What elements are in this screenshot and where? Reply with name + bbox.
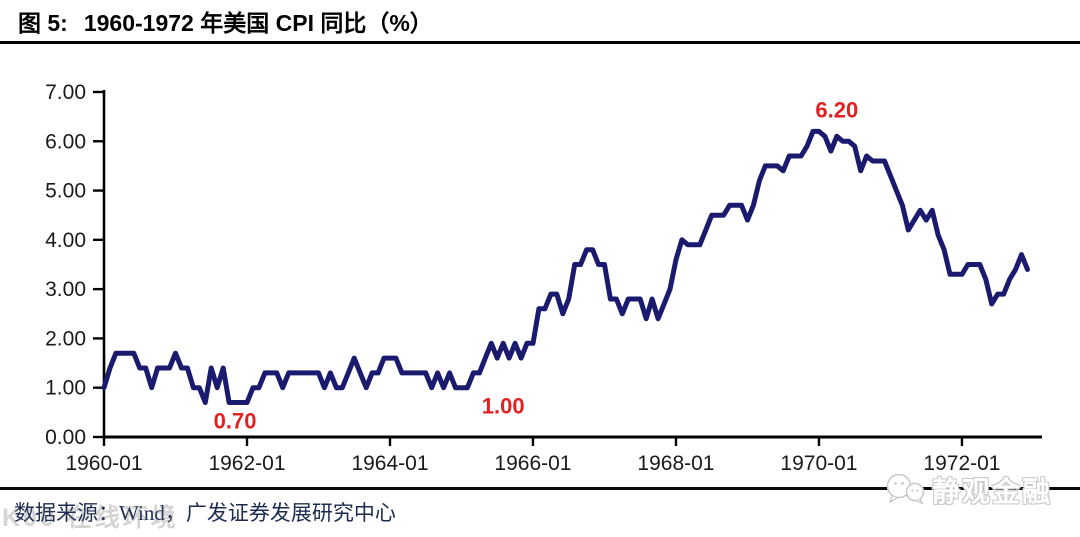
- svg-text:1962-01: 1962-01: [208, 452, 285, 475]
- svg-text:2.00: 2.00: [45, 327, 86, 350]
- svg-text:6.20: 6.20: [815, 97, 858, 122]
- svg-text:1964-01: 1964-01: [351, 452, 428, 475]
- svg-text:6.00: 6.00: [45, 130, 86, 153]
- svg-text:0.00: 0.00: [45, 426, 86, 449]
- svg-text:7.00: 7.00: [45, 81, 86, 104]
- figure-title-text: 1960-1972 年美国 CPI 同比（%）: [83, 10, 433, 36]
- figure-title: 图 5: 1960-1972 年美国 CPI 同比（%）: [18, 4, 433, 38]
- svg-text:1960-01: 1960-01: [65, 452, 142, 475]
- svg-text:1.00: 1.00: [45, 377, 86, 400]
- title-divider: [0, 41, 1080, 44]
- svg-text:1972-01: 1972-01: [923, 452, 1000, 475]
- figure-number: 图 5:: [18, 10, 68, 36]
- watermark-bottom-right: 静观金融: [884, 470, 1052, 510]
- wechat-icon: [886, 473, 925, 505]
- watermark-brand-text: 静观金融: [932, 476, 1053, 507]
- footer-divider: [0, 487, 1080, 490]
- svg-text:1970-01: 1970-01: [780, 452, 857, 475]
- svg-text:1966-01: 1966-01: [494, 452, 571, 475]
- svg-text:1968-01: 1968-01: [637, 452, 714, 475]
- svg-text:3.00: 3.00: [45, 278, 86, 301]
- svg-text:0.70: 0.70: [214, 408, 257, 433]
- cpi-line-chart: 0.00 1.00 2.00 3.00 4.00 5.00 6.00 7.00 1960-01 1…: [0, 44, 1080, 487]
- chart-canvas: 0.00 1.00 2.00 3.00 4.00 5.00 6.00 7.00 1960-01 1…: [45, 81, 1042, 475]
- svg-text:4.00: 4.00: [45, 229, 86, 252]
- svg-text:5.00: 5.00: [45, 180, 86, 203]
- svg-text:1.00: 1.00: [482, 394, 525, 419]
- data-source: 数据来源：Wind，广发证券发展研究中心: [14, 501, 396, 525]
